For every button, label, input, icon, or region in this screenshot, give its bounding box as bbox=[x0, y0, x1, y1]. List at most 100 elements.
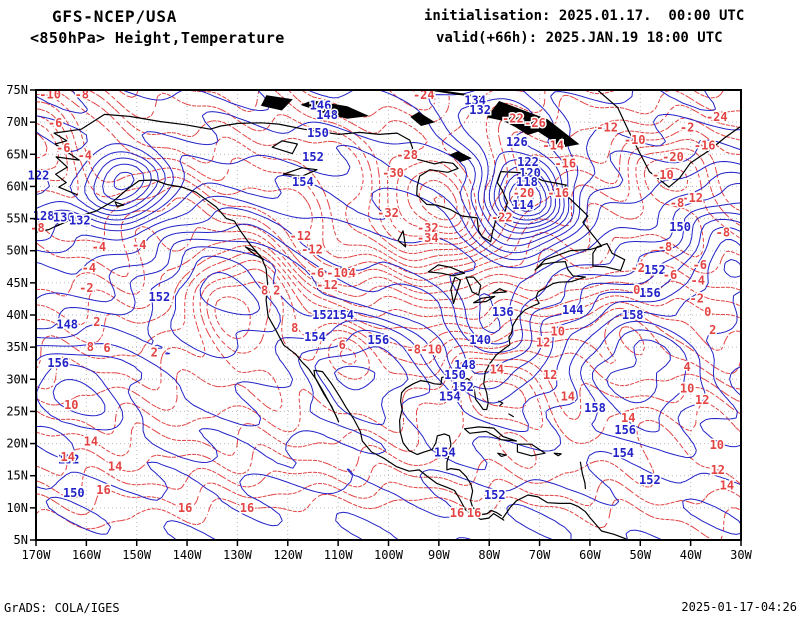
svg-text:-34: -34 bbox=[417, 231, 439, 245]
axis: 75N70N65N60N55N50N45N40N35N30N25N20N15N1… bbox=[6, 83, 752, 562]
svg-text:75N: 75N bbox=[6, 83, 28, 97]
grads-credit: GrADS: COLA/IGES bbox=[4, 601, 120, 615]
svg-text:16: 16 bbox=[178, 501, 192, 515]
svg-text:-8: -8 bbox=[658, 240, 672, 254]
svg-text:156: 156 bbox=[368, 333, 390, 347]
svg-text:-20: -20 bbox=[662, 150, 684, 164]
svg-text:65N: 65N bbox=[6, 147, 28, 161]
svg-text:130: 130 bbox=[53, 210, 75, 224]
svg-text:-24: -24 bbox=[706, 110, 728, 124]
svg-text:156: 156 bbox=[47, 356, 69, 370]
svg-text:130W: 130W bbox=[223, 548, 253, 562]
svg-text:154: 154 bbox=[332, 308, 354, 322]
height-contours bbox=[35, 89, 742, 541]
svg-text:0: 0 bbox=[633, 283, 640, 297]
svg-text:132: 132 bbox=[69, 214, 91, 228]
svg-text:150: 150 bbox=[444, 368, 466, 382]
svg-text:-12: -12 bbox=[301, 242, 323, 256]
svg-text:8: 8 bbox=[291, 321, 298, 335]
level-field-title: <850hPa> Height,Temperature bbox=[30, 29, 285, 47]
svg-text:-8: -8 bbox=[30, 221, 44, 235]
svg-text:12: 12 bbox=[695, 393, 709, 407]
svg-text:4: 4 bbox=[683, 360, 690, 374]
svg-text:152: 152 bbox=[58, 453, 80, 467]
svg-text:122: 122 bbox=[517, 155, 539, 169]
svg-text:154: 154 bbox=[434, 446, 456, 460]
svg-text:100W: 100W bbox=[374, 548, 404, 562]
svg-text:45N: 45N bbox=[6, 276, 28, 290]
svg-text:128: 128 bbox=[33, 209, 55, 223]
svg-text:14: 14 bbox=[108, 460, 122, 474]
svg-text:154: 154 bbox=[612, 446, 634, 460]
svg-text:16: 16 bbox=[96, 483, 110, 497]
svg-text:-22: -22 bbox=[502, 111, 524, 125]
svg-text:140: 140 bbox=[469, 333, 491, 347]
svg-text:-22: -22 bbox=[491, 210, 513, 224]
svg-text:40N: 40N bbox=[6, 308, 28, 322]
svg-text:-6: -6 bbox=[48, 116, 62, 130]
svg-text:-10: -10 bbox=[652, 168, 674, 182]
svg-text:-2: -2 bbox=[680, 120, 694, 134]
svg-text:-14: -14 bbox=[542, 138, 564, 152]
svg-text:2: 2 bbox=[151, 345, 158, 359]
svg-text:-32: -32 bbox=[417, 221, 439, 235]
svg-text:146: 146 bbox=[310, 98, 332, 112]
svg-text:-16: -16 bbox=[554, 156, 576, 170]
svg-text:150W: 150W bbox=[122, 548, 152, 562]
svg-text:-4: -4 bbox=[690, 273, 704, 287]
svg-text:158: 158 bbox=[622, 308, 644, 322]
svg-text:35N: 35N bbox=[6, 340, 28, 354]
coastlines bbox=[35, 89, 742, 540]
svg-text:4: 4 bbox=[349, 266, 356, 280]
svg-text:12: 12 bbox=[543, 368, 557, 382]
svg-text:20N: 20N bbox=[6, 437, 28, 451]
svg-text:154: 154 bbox=[304, 330, 326, 344]
svg-text:-12: -12 bbox=[316, 278, 338, 292]
svg-text:152: 152 bbox=[484, 488, 506, 502]
svg-text:-8: -8 bbox=[716, 226, 730, 240]
svg-text:60N: 60N bbox=[6, 179, 28, 193]
svg-text:132: 132 bbox=[469, 103, 491, 117]
svg-text:-30: -30 bbox=[382, 166, 404, 180]
contour-labels: 1221281301321521481561501521461481501521… bbox=[26, 86, 735, 522]
svg-text:154: 154 bbox=[292, 175, 314, 189]
svg-text:156: 156 bbox=[614, 423, 636, 437]
svg-text:-2: -2 bbox=[631, 261, 645, 275]
svg-text:-10: -10 bbox=[624, 133, 646, 147]
svg-text:50N: 50N bbox=[6, 244, 28, 258]
svg-text:10: 10 bbox=[680, 381, 694, 395]
svg-text:118: 118 bbox=[516, 175, 538, 189]
svg-text:-2: -2 bbox=[79, 281, 93, 295]
svg-text:120: 120 bbox=[519, 166, 541, 180]
svg-text:14: 14 bbox=[490, 363, 504, 377]
svg-text:15N: 15N bbox=[6, 469, 28, 483]
generation-timestamp: 2025-01-17-04:26 bbox=[681, 600, 797, 614]
svg-text:152: 152 bbox=[149, 290, 171, 304]
svg-text:154: 154 bbox=[439, 390, 461, 404]
svg-text:156: 156 bbox=[639, 286, 661, 300]
svg-text:14: 14 bbox=[84, 435, 98, 449]
svg-text:10: 10 bbox=[64, 398, 78, 412]
svg-text:134: 134 bbox=[464, 93, 486, 107]
svg-text:14: 14 bbox=[60, 450, 74, 464]
svg-text:148: 148 bbox=[56, 318, 78, 332]
svg-text:70N: 70N bbox=[6, 115, 28, 129]
svg-text:-20: -20 bbox=[513, 186, 535, 200]
svg-text:136: 136 bbox=[492, 305, 514, 319]
svg-text:60W: 60W bbox=[579, 548, 601, 562]
svg-text:6: 6 bbox=[339, 338, 346, 352]
model-title: GFS-NCEP/USA bbox=[52, 7, 178, 26]
svg-text:152: 152 bbox=[644, 263, 666, 277]
svg-text:25N: 25N bbox=[6, 404, 28, 418]
svg-text:148: 148 bbox=[454, 358, 476, 372]
svg-text:12: 12 bbox=[711, 463, 725, 477]
svg-text:148: 148 bbox=[316, 108, 338, 122]
svg-text:150: 150 bbox=[307, 126, 329, 140]
svg-text:16: 16 bbox=[467, 506, 481, 520]
svg-text:150: 150 bbox=[669, 220, 691, 234]
initialisation-time: initialisation: 2025.01.17. 00:00 UTC bbox=[424, 8, 745, 24]
svg-text:50W: 50W bbox=[629, 548, 651, 562]
svg-text:-6: -6 bbox=[56, 141, 70, 155]
svg-text:2: 2 bbox=[93, 315, 100, 329]
svg-text:14: 14 bbox=[720, 478, 734, 492]
